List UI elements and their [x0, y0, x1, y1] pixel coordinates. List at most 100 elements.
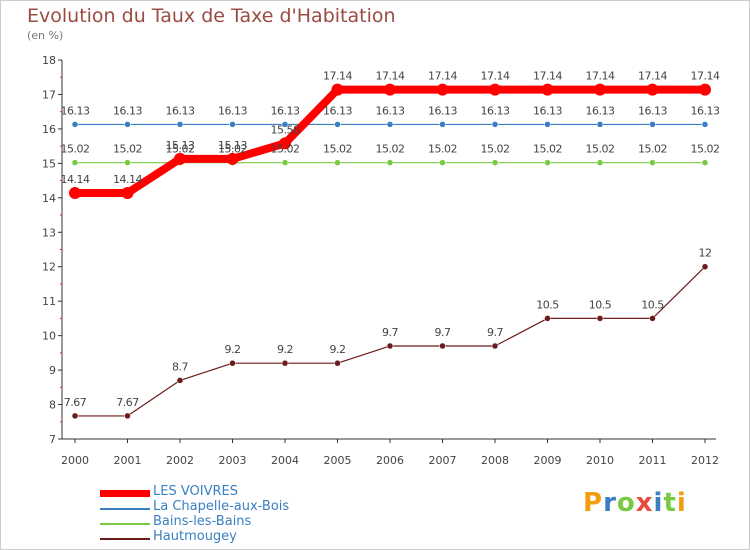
data-point	[596, 315, 604, 322]
data-point	[649, 159, 656, 166]
data-label: 17.14	[586, 70, 615, 83]
data-point	[176, 377, 184, 384]
data-point	[124, 412, 131, 420]
data-label: 16.13	[323, 104, 352, 117]
data-point	[489, 83, 501, 96]
data-label: 17.14	[323, 70, 352, 83]
data-point	[71, 159, 79, 166]
x-tick-label: 2009	[534, 454, 562, 467]
data-point	[386, 159, 394, 166]
data-label: 17.14	[481, 70, 510, 83]
data-label: 15.02	[113, 143, 142, 156]
data-label: 9.7	[487, 326, 503, 339]
y-tick-label: 13	[42, 226, 56, 239]
legend-label: Bains-les-Bains	[153, 514, 252, 529]
data-label: 16.13	[481, 104, 510, 117]
data-point	[279, 137, 291, 150]
data-point	[701, 263, 709, 270]
y-tick-label: 11	[42, 295, 56, 308]
data-point	[594, 83, 606, 96]
data-point	[646, 83, 659, 96]
data-label: 16.13	[218, 104, 247, 117]
y-tick-label: 14	[42, 192, 56, 205]
data-label: 14.14	[61, 173, 90, 186]
data-label: 9.2	[277, 343, 293, 356]
y-tick-label: 8	[49, 399, 56, 412]
data-point	[281, 359, 289, 367]
data-point	[226, 152, 239, 165]
y-tick-label: 16	[42, 123, 56, 136]
data-point	[71, 412, 79, 420]
x-tick-label: 2003	[219, 454, 247, 467]
data-label: 16.13	[113, 104, 142, 117]
legend-label: LES VOIVRES	[153, 484, 238, 499]
data-point	[386, 121, 394, 128]
data-point	[334, 359, 341, 367]
data-point	[69, 186, 81, 199]
data-label: 10.5	[589, 298, 612, 311]
data-point	[281, 159, 289, 166]
data-label: 17.14	[533, 70, 562, 83]
data-point	[176, 121, 184, 128]
data-point	[384, 83, 396, 96]
data-point	[649, 315, 656, 322]
data-label: 15.13	[218, 139, 247, 152]
data-point	[386, 342, 394, 350]
data-label: 12	[699, 247, 712, 260]
data-point	[229, 121, 236, 128]
data-point	[544, 315, 551, 322]
data-point	[331, 83, 344, 96]
data-point	[491, 342, 499, 350]
data-label: 15.02	[691, 143, 720, 156]
data-label: 15.02	[428, 143, 457, 156]
x-tick-label: 2011	[639, 454, 667, 467]
data-point	[124, 159, 131, 166]
data-point	[491, 159, 499, 166]
x-tick-label: 2004	[271, 454, 299, 467]
data-label: 15.02	[533, 143, 562, 156]
data-point	[649, 121, 656, 128]
data-point	[439, 159, 446, 166]
data-label: 15.02	[586, 143, 615, 156]
x-tick-label: 2005	[324, 454, 352, 467]
data-label: 15.58	[271, 123, 300, 136]
data-point	[544, 121, 551, 128]
data-label: 17.14	[376, 70, 405, 83]
data-label: 9.7	[382, 326, 398, 339]
data-label: 16.13	[533, 104, 562, 117]
data-label: 16.13	[638, 104, 667, 117]
x-tick-label: 2012	[691, 454, 719, 467]
x-tick-label: 2007	[429, 454, 457, 467]
data-label: 10.5	[536, 298, 559, 311]
x-tick-label: 2000	[61, 454, 89, 467]
data-label: 15.02	[376, 143, 405, 156]
y-tick-label: 10	[42, 330, 56, 343]
data-label: 16.13	[61, 104, 90, 117]
data-label: 15.02	[323, 143, 352, 156]
chart-title: Evolution du Taux de Taxe d'Habitation	[27, 5, 396, 27]
x-tick-label: 2001	[114, 454, 142, 467]
y-tick-label: 17	[42, 88, 56, 101]
data-point	[334, 121, 341, 128]
y-tick-label: 9	[49, 364, 56, 377]
y-tick-label: 12	[42, 261, 56, 274]
data-label: 15.02	[481, 143, 510, 156]
data-point	[124, 121, 131, 128]
data-label: 16.13	[166, 104, 195, 117]
data-point	[541, 83, 554, 96]
data-point	[439, 121, 446, 128]
y-tick-label: 15	[42, 157, 56, 170]
data-label: 15.02	[61, 143, 90, 156]
data-label: 17.14	[428, 70, 457, 83]
x-tick-label: 2010	[586, 454, 614, 467]
data-label: 16.13	[376, 104, 405, 117]
data-label: 9.7	[435, 326, 451, 339]
data-point	[281, 121, 289, 128]
data-label: 9.2	[225, 343, 241, 356]
data-label: 7.67	[64, 396, 87, 409]
data-label: 9.2	[330, 343, 346, 356]
data-point	[334, 159, 341, 166]
data-point	[596, 121, 604, 128]
data-point	[491, 121, 499, 128]
